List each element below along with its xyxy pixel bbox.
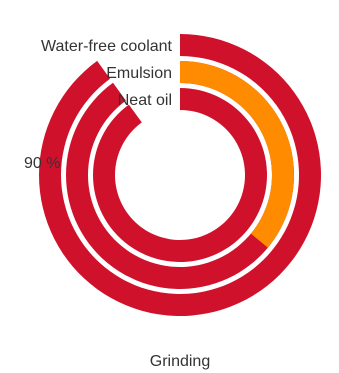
ring-label-3: Neat oil — [118, 92, 172, 109]
ring-bar-3 — [93, 88, 267, 262]
ring-highlight-2 — [180, 61, 294, 248]
ring-labels-group: Water-free coolant Emulsion Neat oil — [41, 38, 173, 109]
axis-label: 90 % — [24, 155, 60, 172]
ring-label-1: Water-free coolant — [41, 38, 173, 55]
chart-title: Grinding — [150, 353, 210, 370]
ring-label-2: Emulsion — [106, 65, 172, 82]
rings-group — [38, 34, 321, 317]
